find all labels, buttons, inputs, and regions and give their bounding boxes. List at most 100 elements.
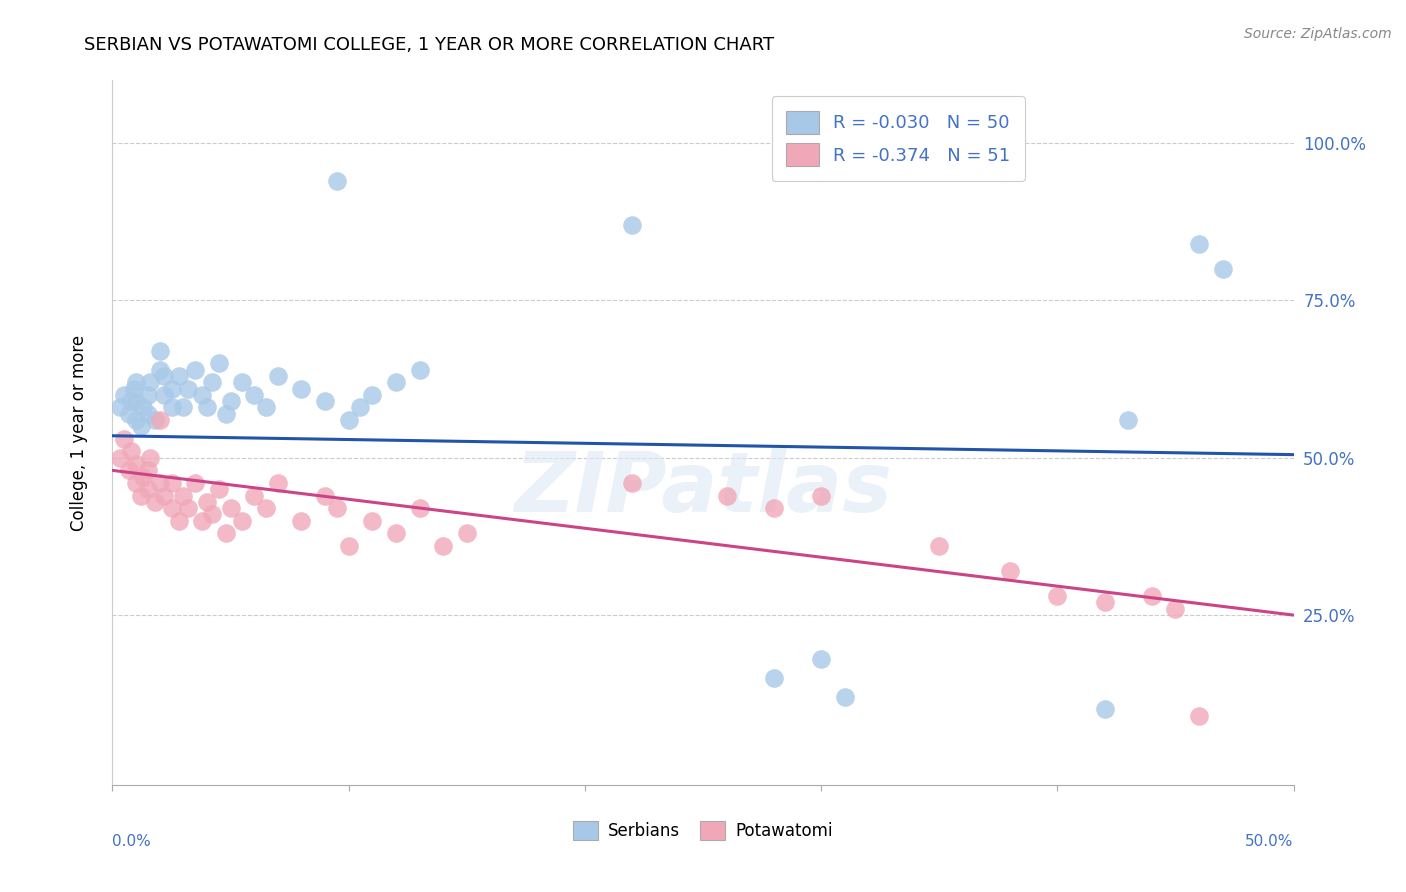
Point [267, 369, 290, 384]
Point [231, 376, 253, 390]
Point [254, 501, 277, 516]
Point [177, 501, 200, 516]
Point [139, 376, 162, 390]
Point [195, 401, 218, 415]
Point [762, 671, 785, 685]
Point [136, 388, 159, 402]
Point [108, 450, 131, 465]
Point [408, 362, 430, 376]
Point [172, 489, 194, 503]
Point [118, 407, 141, 421]
Point [267, 475, 290, 490]
Point [834, 690, 856, 704]
Point [184, 362, 207, 376]
Point [122, 382, 145, 396]
Point [191, 514, 214, 528]
Point [160, 401, 183, 415]
Point [215, 407, 238, 421]
Point [153, 369, 176, 384]
Point [432, 539, 454, 553]
Point [167, 369, 190, 384]
Text: ZIPatlas: ZIPatlas [515, 449, 891, 530]
Point [208, 356, 231, 370]
Point [129, 419, 152, 434]
Point [243, 489, 266, 503]
Point [219, 394, 242, 409]
Point [1094, 595, 1116, 609]
Point [149, 475, 172, 490]
Point [120, 394, 142, 409]
Point [149, 362, 172, 376]
Point [120, 444, 142, 458]
Point [1212, 262, 1234, 277]
Point [456, 526, 478, 541]
Point [201, 508, 224, 522]
Point [290, 514, 312, 528]
Point [136, 407, 159, 421]
Point [219, 501, 242, 516]
Point [810, 489, 832, 503]
Point [314, 394, 336, 409]
Point [201, 376, 224, 390]
Point [1094, 702, 1116, 716]
Point [1188, 236, 1211, 251]
Point [762, 501, 785, 516]
Point [125, 457, 148, 471]
Point [167, 514, 190, 528]
Point [716, 489, 738, 503]
Point [243, 388, 266, 402]
Point [998, 564, 1021, 578]
Point [254, 401, 277, 415]
Point [129, 489, 152, 503]
Point [112, 388, 135, 402]
Point [112, 432, 135, 446]
Point [125, 376, 148, 390]
Point [337, 539, 360, 553]
Point [326, 174, 349, 188]
Point [361, 388, 384, 402]
Point [385, 526, 408, 541]
Point [136, 482, 159, 496]
Y-axis label: College, 1 year or more: College, 1 year or more [70, 334, 89, 531]
Point [108, 401, 131, 415]
Point [1140, 589, 1163, 603]
Point [160, 382, 183, 396]
Point [408, 501, 430, 516]
Point [118, 463, 141, 477]
Point [810, 652, 832, 666]
Text: Source: ZipAtlas.com: Source: ZipAtlas.com [1244, 27, 1392, 41]
Point [143, 495, 166, 509]
Point [125, 413, 148, 427]
Point [149, 413, 172, 427]
Point [143, 413, 166, 427]
Point [153, 388, 176, 402]
Point [208, 482, 231, 496]
Point [1116, 413, 1139, 427]
Point [125, 394, 148, 409]
Point [215, 526, 238, 541]
Point [125, 475, 148, 490]
Point [153, 489, 176, 503]
Point [172, 401, 194, 415]
Point [195, 495, 218, 509]
Point [184, 475, 207, 490]
Point [160, 501, 183, 516]
Point [1188, 708, 1211, 723]
Point [160, 475, 183, 490]
Point [136, 463, 159, 477]
Point [1164, 602, 1187, 616]
Point [621, 218, 644, 232]
Point [149, 343, 172, 358]
Point [132, 401, 155, 415]
Point [231, 514, 253, 528]
Point [1046, 589, 1069, 603]
Point [385, 376, 408, 390]
Point [290, 382, 312, 396]
Legend: Serbians, Potawatomi: Serbians, Potawatomi [567, 814, 839, 847]
Point [314, 489, 336, 503]
Point [337, 413, 360, 427]
Text: SERBIAN VS POTAWATOMI COLLEGE, 1 YEAR OR MORE CORRELATION CHART: SERBIAN VS POTAWATOMI COLLEGE, 1 YEAR OR… [84, 36, 775, 54]
Point [177, 382, 200, 396]
Point [621, 475, 644, 490]
Point [132, 469, 155, 483]
